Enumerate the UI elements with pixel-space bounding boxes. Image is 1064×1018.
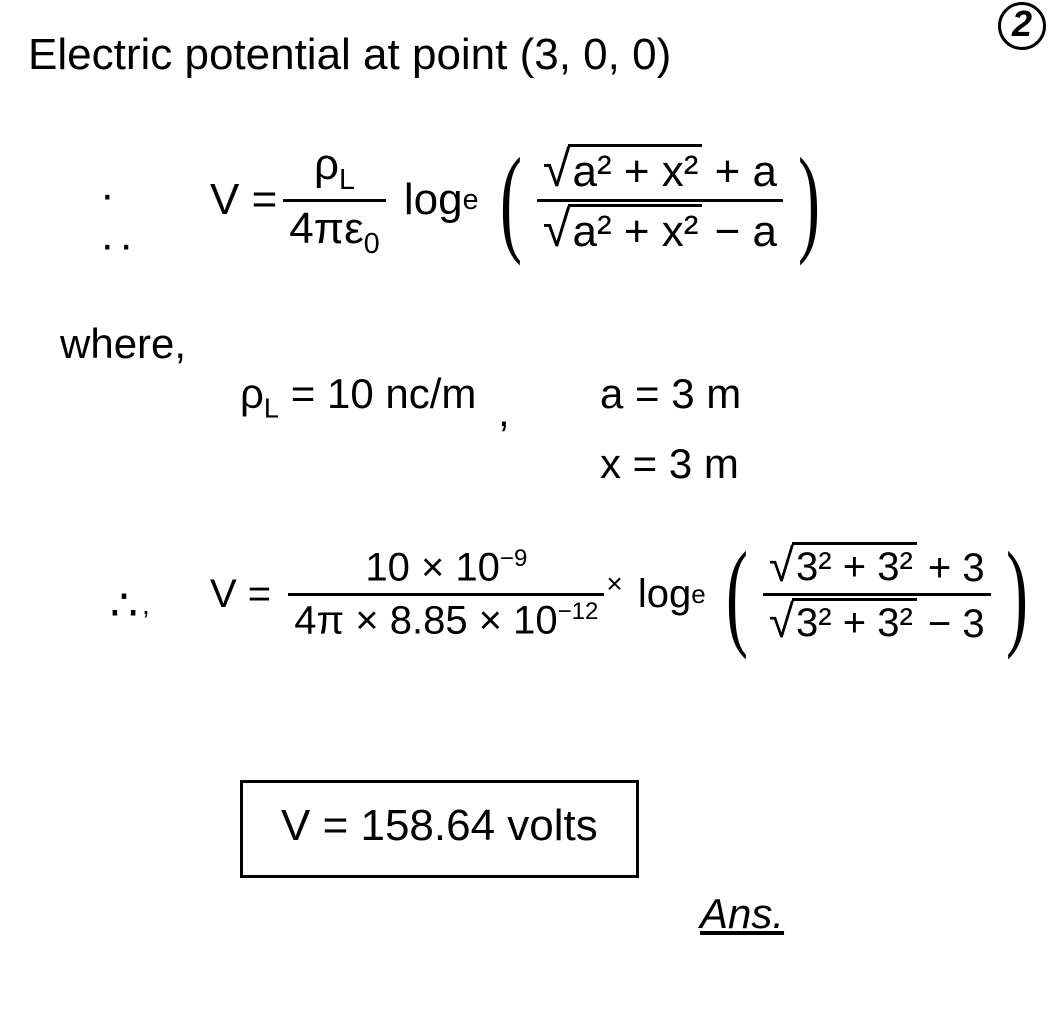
because-symbol: ·· · [100, 170, 130, 270]
sub-num-exp: −9 [500, 545, 527, 572]
potential-formula: V = ρL 4πε0 loge ( √ a² + x² + a √ a² + … [210, 140, 829, 261]
coeff-denominator: 4πε [289, 204, 363, 253]
sub-log-argument: √ 3² + 3² + 3 √ 3² + 3² − 3 [763, 542, 991, 647]
param-comma: , [498, 388, 510, 435]
sub-arg-num-tail: + 3 [928, 546, 985, 590]
formula-log-argument: √ a² + x² + a √ a² + x² − a [537, 144, 783, 257]
param-rho-symbol: ρ [240, 370, 264, 417]
sub-lhs: V = [210, 572, 271, 617]
log-symbol: log [404, 175, 463, 225]
sub-den-exp: −12 [558, 598, 599, 625]
where-label: where, [60, 320, 186, 368]
substitution-equation: V = 10 × 10−9 4π × 8.85 × 10−12 × loge (… [210, 540, 1037, 648]
sub-den: 4π × 8.85 × 10 [294, 598, 557, 642]
sub-num: 10 × 10 [365, 546, 500, 590]
sub-arg-den-tail: − 3 [928, 602, 985, 646]
sub-log-symbol: log [638, 572, 691, 617]
coeff-numerator: ρ [314, 140, 339, 189]
close-paren: ) [798, 146, 820, 254]
param-rho: ρL = 10 nc/m , [240, 370, 500, 424]
sub-sqrt-den-radicand: 3² + 3² [792, 598, 917, 646]
param-a: a = 3 m [600, 370, 741, 418]
title: Electric potential at point (3, 0, 0) [28, 30, 671, 80]
result-value: V = 158.64 volts [281, 801, 598, 850]
sqrt-den-radicand: a² + x² [568, 204, 702, 257]
sub-sqrt-num: √ 3² + 3² [769, 542, 917, 590]
sqrt-den: √ a² + x² [543, 204, 703, 257]
arg-den-tail: − a [715, 207, 777, 256]
sqrt-num: √ a² + x² [543, 144, 703, 197]
param-x: x = 3 m [600, 440, 739, 488]
page-number: 2 [998, 2, 1046, 50]
sub-coefficient: 10 × 10−9 4π × 8.85 × 10−12 [288, 545, 604, 643]
sub-sqrt-den: √ 3² + 3² [769, 598, 917, 646]
multiply-symbol: × [606, 568, 622, 600]
formula-coefficient: ρL 4πε0 [283, 140, 385, 261]
param-rho-sub: L [264, 392, 279, 423]
answer-label: Ans. [700, 890, 784, 938]
therefore-symbol: ∴, [110, 580, 146, 631]
log-base: e [463, 184, 479, 217]
open-paren: ( [500, 146, 522, 254]
coeff-denominator-sub: 0 [364, 228, 380, 260]
sub-close-paren: ) [1006, 540, 1028, 648]
param-rho-value: = 10 nc/m [279, 370, 476, 417]
coeff-numerator-sub: L [339, 164, 355, 196]
sub-sqrt-num-radicand: 3² + 3² [792, 542, 917, 590]
arg-num-tail: + a [715, 147, 777, 196]
sqrt-num-radicand: a² + x² [568, 144, 702, 197]
sub-open-paren: ( [726, 540, 748, 648]
page-number-value: 2 [998, 2, 1046, 50]
formula-lhs: V = [210, 175, 277, 225]
result-box: V = 158.64 volts [240, 780, 639, 878]
sub-log-base: e [691, 579, 705, 610]
